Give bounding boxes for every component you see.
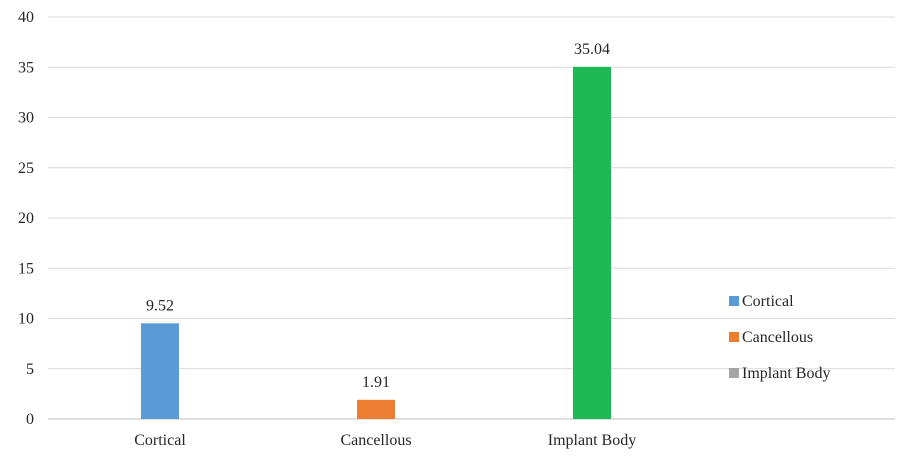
legend-label: Implant Body (742, 365, 830, 382)
legend-swatch (729, 368, 739, 378)
data-label: 1.91 (362, 374, 390, 391)
y-tick-label: 30 (18, 110, 34, 127)
data-label: 35.04 (574, 41, 610, 58)
data-label: 9.52 (146, 297, 174, 314)
y-tick-label: 20 (18, 210, 34, 227)
bar-implant-body (573, 66, 611, 420)
y-tick-label: 40 (18, 9, 34, 26)
legend-label: Cancellous (742, 329, 813, 346)
bars (141, 66, 611, 420)
data-labels: 9.52 1.91 35.04 (146, 41, 610, 391)
legend-label: Cortical (742, 293, 794, 310)
legend: Cortical Cancellous Implant Body (729, 293, 830, 382)
legend-swatch (729, 332, 739, 342)
y-tick-label: 15 (18, 260, 34, 277)
category-label: Implant Body (548, 432, 636, 449)
category-label: Cortical (134, 432, 186, 449)
bar-cancellous (357, 399, 395, 419)
y-tick-label: 0 (26, 411, 34, 428)
y-tick-label: 25 (18, 160, 34, 177)
category-labels: Cortical Cancellous Implant Body (134, 432, 636, 449)
y-tick-label: 5 (26, 361, 34, 378)
y-axis-ticks: 0 5 10 15 20 25 30 35 40 (18, 9, 34, 428)
legend-swatch (729, 296, 739, 306)
y-tick-label: 35 (18, 59, 34, 76)
category-label: Cancellous (340, 432, 411, 449)
bar-cortical (141, 323, 179, 419)
gridlines (48, 16, 895, 420)
y-tick-label: 10 (18, 311, 34, 328)
